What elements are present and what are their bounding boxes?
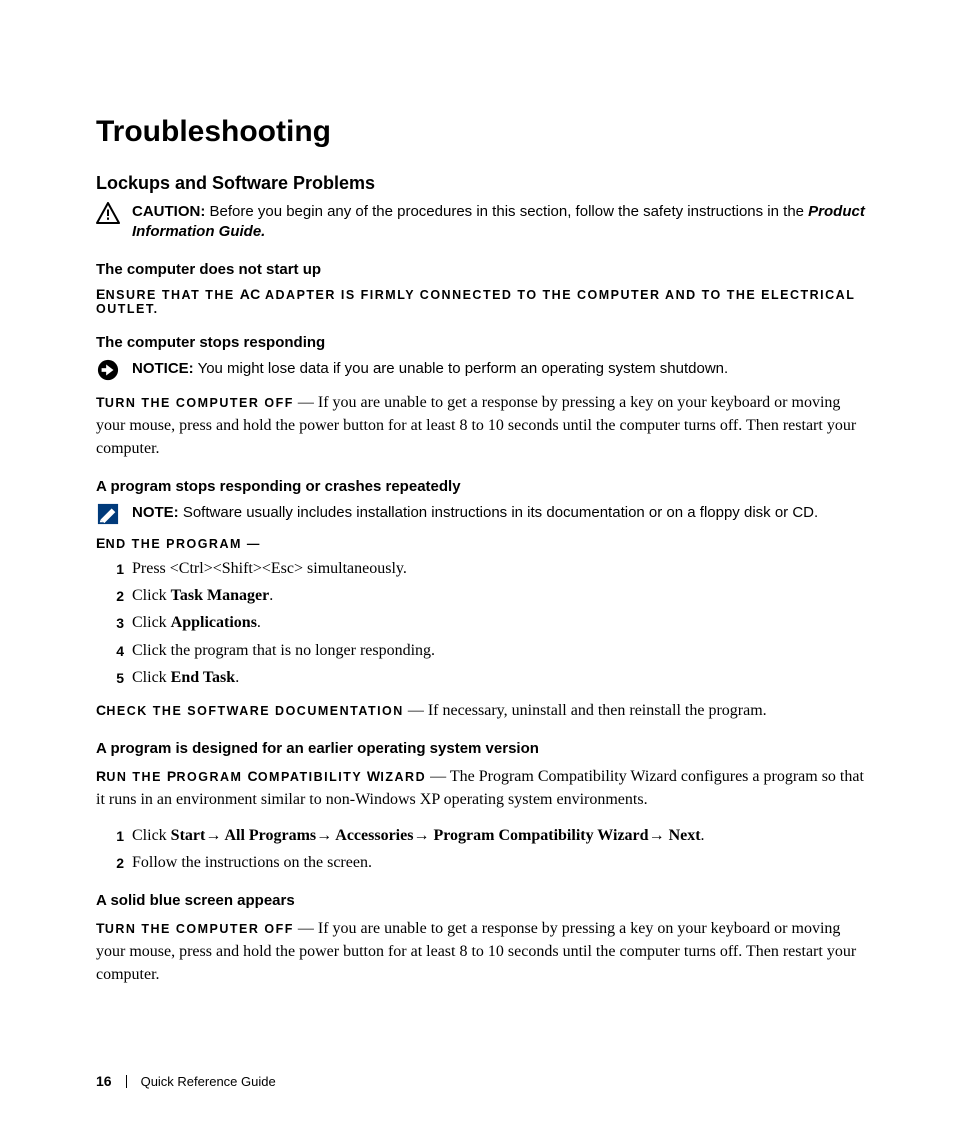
subheading: A program stops responding or crashes re… (96, 478, 866, 495)
list-item: 1Press <Ctrl><Shift><Esc> simultaneously… (132, 557, 866, 580)
subheading: The computer does not start up (96, 261, 866, 278)
page-footer: 16 Quick Reference Guide (96, 1073, 276, 1089)
steps-list: 1Click Start→ All Programs→ Accessories→… (96, 824, 866, 874)
body-paragraph: TURN THE COMPUTER OFF — If you are unabl… (96, 391, 866, 461)
list-item: 3Click Applications. (132, 611, 866, 634)
caution-text: CAUTION: Before you begin any of the pro… (132, 202, 866, 243)
list-item: 2Click Task Manager. (132, 584, 866, 607)
list-item: 5Click End Task. (132, 666, 866, 689)
page-title: Troubleshooting (96, 115, 866, 149)
list-item: 4Click the program that is no longer res… (132, 639, 866, 662)
instruction-smallcaps: END THE PROGRAM — (96, 535, 866, 551)
page-content: Troubleshooting Lockups and Software Pro… (96, 115, 866, 999)
instruction-smallcaps: ENSURE THAT THE AC ADAPTER IS FIRMLY CON… (96, 286, 866, 316)
subheading: A solid blue screen appears (96, 892, 866, 909)
subheading: The computer stops responding (96, 334, 866, 351)
steps-list: 1Press <Ctrl><Shift><Esc> simultaneously… (96, 557, 866, 689)
footer-separator (126, 1075, 127, 1088)
note-icon (96, 503, 120, 525)
note-callout: NOTE: Software usually includes installa… (96, 503, 866, 525)
list-item: 1Click Start→ All Programs→ Accessories→… (132, 824, 866, 847)
body-paragraph: TURN THE COMPUTER OFF — If you are unabl… (96, 917, 866, 987)
notice-icon (96, 359, 120, 381)
body-paragraph: RUN THE PROGRAM COMPATIBILITY WIZARD — T… (96, 765, 866, 811)
section-heading: Lockups and Software Problems (96, 173, 866, 194)
page-number: 16 (96, 1073, 112, 1089)
subheading: A program is designed for an earlier ope… (96, 740, 866, 757)
caution-callout: CAUTION: Before you begin any of the pro… (96, 202, 866, 243)
caution-icon (96, 202, 120, 224)
notice-callout: NOTICE: You might lose data if you are u… (96, 359, 866, 381)
body-paragraph: CHECK THE SOFTWARE DOCUMENTATION — If ne… (96, 699, 866, 722)
note-text: NOTE: Software usually includes installa… (132, 503, 866, 523)
footer-title: Quick Reference Guide (141, 1074, 276, 1089)
list-item: 2Follow the instructions on the screen. (132, 851, 866, 874)
notice-text: NOTICE: You might lose data if you are u… (132, 359, 866, 379)
